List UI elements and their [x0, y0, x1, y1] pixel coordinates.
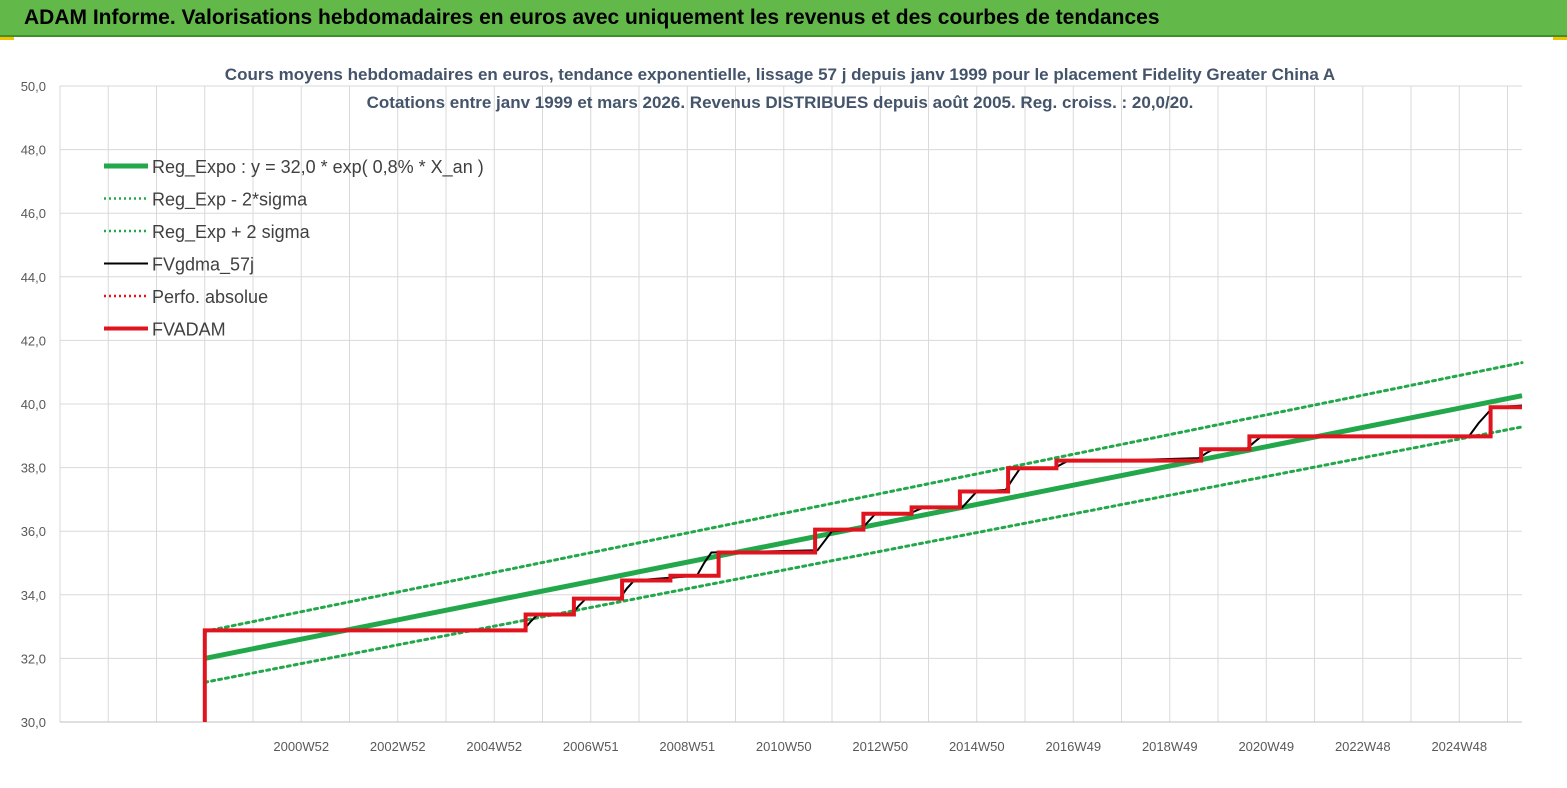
x-tick-label: 2020W49	[1238, 739, 1294, 754]
x-tick-label: 2022W48	[1335, 739, 1391, 754]
series-line-3	[203, 404, 1523, 722]
report-banner: ADAM Informe. Valorisations hebdomadaire…	[0, 0, 1567, 37]
x-tick-label: 2004W52	[466, 739, 522, 754]
legend: Reg_Expo : y = 32,0 * exp( 0,8% * X_an )…	[104, 157, 484, 340]
legend-label-0: Reg_Expo : y = 32,0 * exp( 0,8% * X_an )	[152, 157, 484, 178]
y-tick-label: 38,0	[21, 461, 46, 476]
y-tick-label: 32,0	[21, 651, 46, 666]
corner-mark-right	[1553, 37, 1567, 40]
y-tick-label: 42,0	[21, 333, 46, 348]
series-layer	[202, 361, 1524, 722]
x-tick-label: 2016W49	[1045, 739, 1101, 754]
y-tick-label: 50,0	[21, 79, 46, 94]
legend-label-1: Reg_Exp - 2*sigma	[152, 190, 308, 211]
x-tick-label: 2014W50	[949, 739, 1005, 754]
series-line-1	[203, 425, 1524, 684]
x-tick-label: 2002W52	[370, 739, 426, 754]
y-tick-label: 30,0	[21, 715, 46, 730]
chart-title-line2: Cotations entre janv 1999 et mars 2026. …	[367, 93, 1194, 112]
x-tick-label: 2024W48	[1431, 739, 1487, 754]
corner-mark-left	[0, 37, 14, 40]
x-tick-label: 2000W52	[273, 739, 329, 754]
y-tick-label: 46,0	[21, 206, 46, 221]
chart-title-line1: Cours moyens hebdomadaires en euros, ten…	[225, 65, 1335, 84]
legend-label-5: FVADAM	[152, 320, 226, 340]
x-tick-label: 2008W51	[659, 739, 715, 754]
series-line-2	[203, 361, 1524, 633]
x-tick-label: 2010W50	[756, 739, 812, 754]
grid	[59, 85, 1522, 723]
trend-chart: 30,0 32,0 34,0 36,0 38,0 40,0 42,0 44,0 46,0 48,0…	[21, 65, 1524, 754]
legend-label-3: FVgdma_57j	[152, 255, 254, 276]
x-tick-label: 2012W50	[852, 739, 908, 754]
y-tick-label: 40,0	[21, 397, 46, 412]
series-line-5	[202, 405, 1522, 722]
x-tick-label: 2018W49	[1142, 739, 1198, 754]
y-tick-label: 44,0	[21, 270, 46, 285]
legend-label-4: Perfo. absolue	[152, 287, 268, 307]
y-tick-label: 48,0	[21, 143, 46, 158]
y-tick-label: 36,0	[21, 524, 46, 539]
axes: 30,0 32,0 34,0 36,0 38,0 40,0 42,0 44,0 46,0 48,0…	[21, 79, 1522, 754]
x-tick-label: 2006W51	[563, 739, 619, 754]
report-title: ADAM Informe. Valorisations hebdomadaire…	[24, 6, 1160, 29]
y-tick-label: 34,0	[21, 588, 46, 603]
legend-label-2: Reg_Exp + 2 sigma	[152, 222, 311, 243]
chart-area: 30,0 32,0 34,0 36,0 38,0 40,0 42,0 44,0 46,0 48,0…	[0, 40, 1567, 783]
